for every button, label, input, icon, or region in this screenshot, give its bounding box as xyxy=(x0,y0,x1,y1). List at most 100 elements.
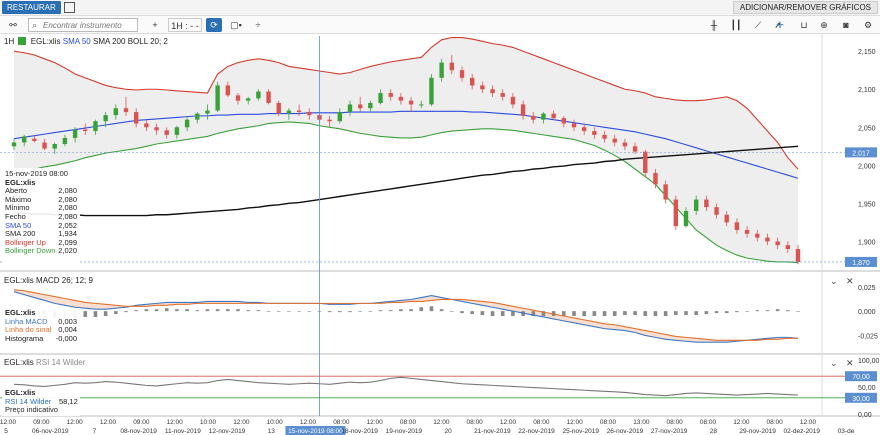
measure-icon[interactable]: ⊔ xyxy=(800,20,808,30)
popup-row-key: SMA 200 xyxy=(5,229,36,239)
split-icon[interactable]: ÷ xyxy=(255,20,261,30)
candle-body xyxy=(103,115,108,122)
candle-body xyxy=(439,62,444,78)
chart-canvas[interactable]: 2,150 2,100 2,050 2,000 1,950 1,900 2,017 1,870… xyxy=(0,34,880,435)
candle-body xyxy=(724,214,729,223)
gear-icon[interactable]: ⚙ xyxy=(863,20,873,30)
search-box[interactable]: ⌕ xyxy=(28,18,138,32)
macd-histogram-bar xyxy=(450,311,454,312)
x-time-label: 12:00 xyxy=(800,419,817,426)
x-date-label: 13 xyxy=(268,428,276,435)
popup-row: Histograma -0,000 xyxy=(5,333,77,344)
candle-body xyxy=(612,138,617,143)
candle-body xyxy=(266,91,271,103)
candle-body xyxy=(795,248,801,262)
macd-histogram-bar xyxy=(103,311,108,316)
popup-row-value: 2,052 xyxy=(58,220,77,230)
rsi-minimize-icon[interactable]: ⌄ xyxy=(830,358,838,368)
x-time-label: 12:00 xyxy=(733,419,750,426)
external-link-icon[interactable] xyxy=(64,2,75,13)
popup-row-key: Linha do sinal xyxy=(5,325,52,335)
candle-body xyxy=(449,62,455,71)
macd-legend-symbol: EGL:xlis xyxy=(4,276,34,285)
macd-histogram-bar xyxy=(470,311,474,315)
macd-histogram-bar xyxy=(572,311,576,316)
interval-select[interactable]: 1H : - - xyxy=(168,18,202,32)
x-time-label: 10:00 xyxy=(267,419,284,426)
rsi-popup-note: Preço indicativo xyxy=(5,405,58,415)
candle-body xyxy=(734,222,740,230)
x-time-label: 12:00 xyxy=(167,419,184,426)
legend-sma50: SMA 50 xyxy=(62,37,91,46)
macd-histogram-bar xyxy=(674,311,678,316)
candles-icon[interactable]: ┃┃ xyxy=(730,20,742,30)
popup-row-key: Bollinger Down xyxy=(5,246,56,256)
add-instrument-button[interactable]: + xyxy=(152,20,158,30)
macd-histogram-bar xyxy=(480,311,485,316)
candle-body xyxy=(205,110,210,114)
candle-body xyxy=(714,207,719,215)
rsi-y-tick: 0,00 xyxy=(858,412,872,419)
x-date-label: 11-nov-2019 xyxy=(165,428,201,435)
macd-histogram-bar xyxy=(368,311,373,312)
macd-minimize-icon[interactable]: ⌄ xyxy=(830,276,838,286)
candle-body xyxy=(602,134,607,139)
candle-body xyxy=(704,199,709,208)
rsi-line xyxy=(13,376,799,397)
link-icon[interactable]: ⚯ xyxy=(9,20,17,30)
macd-histogram-bar xyxy=(134,310,138,312)
candle-body xyxy=(164,130,169,135)
x-date-label: 03-de xyxy=(838,428,855,435)
popup-row-value: -0,000 xyxy=(55,333,77,343)
rsi-popup: EGL:xlis RSI 14 Wilder 58,12 Preço indic… xyxy=(2,388,80,416)
candle-body xyxy=(245,98,251,101)
symbol-color-icon xyxy=(18,37,27,45)
popup-row: Fecho 2,080 xyxy=(5,212,77,222)
macd-histogram-bar xyxy=(256,310,261,312)
x-time-label: 12:00 xyxy=(500,419,517,426)
toggle-view-icon[interactable]: ▢▪ xyxy=(230,20,242,30)
macd-histogram-bar xyxy=(786,310,790,312)
candle-body xyxy=(286,110,292,114)
rsi-close-icon[interactable]: ✕ xyxy=(846,358,854,368)
zoom-icon[interactable]: ⊕ xyxy=(820,20,828,30)
candle-body xyxy=(327,119,332,122)
crosshair-icon[interactable]: ✛ xyxy=(776,20,784,30)
candle-body xyxy=(93,121,98,132)
candle-body xyxy=(632,146,638,152)
candle-body xyxy=(480,85,485,90)
candle-body xyxy=(133,112,139,124)
x-time-label: 13:00 xyxy=(633,419,650,426)
search-input[interactable] xyxy=(43,20,135,30)
restore-button[interactable]: RESTAURAR xyxy=(2,1,61,14)
last-price-tag-bg xyxy=(845,256,877,267)
candle-body xyxy=(256,91,261,99)
x-date-label: 5 xyxy=(4,428,8,435)
add-remove-charts-button[interactable]: ADICIONAR/REMOVER GRÁFICOS xyxy=(732,1,878,14)
camera-icon[interactable]: ◙ xyxy=(843,20,849,30)
arrow-tool-icon[interactable]: ➚ xyxy=(774,20,782,30)
popup-row: SMA 50 2,052 xyxy=(5,220,77,231)
macd-histogram-bar xyxy=(317,311,322,312)
bars-icon[interactable]: ╫ xyxy=(710,20,718,30)
candle-body xyxy=(571,123,577,128)
candle-body xyxy=(378,93,383,103)
macd-histogram-bar xyxy=(338,311,342,313)
candle-body xyxy=(21,136,27,143)
macd-close-icon[interactable]: ✕ xyxy=(846,276,854,286)
refresh-icon[interactable]: ⟳ xyxy=(206,18,222,32)
macd-histogram-bar xyxy=(745,311,749,312)
candle-body xyxy=(531,115,536,120)
x-time-label: 12:00 xyxy=(300,419,317,426)
macd-histogram-bar xyxy=(195,310,200,312)
candle-body xyxy=(693,199,699,211)
macd-histogram-bar xyxy=(409,309,413,312)
popup-row-key: Histograma xyxy=(5,333,44,343)
line-tool-icon[interactable]: ⟋ xyxy=(754,20,762,30)
candle-body xyxy=(469,77,475,86)
macd-histogram-bar xyxy=(124,311,128,313)
rsi-lower-tag: 30,00 xyxy=(852,396,870,403)
macd-histogram-bar xyxy=(388,310,393,312)
popup-row-value: 2,020 xyxy=(58,246,77,256)
popup-row: Bollinger Up 2,099 xyxy=(5,238,77,248)
